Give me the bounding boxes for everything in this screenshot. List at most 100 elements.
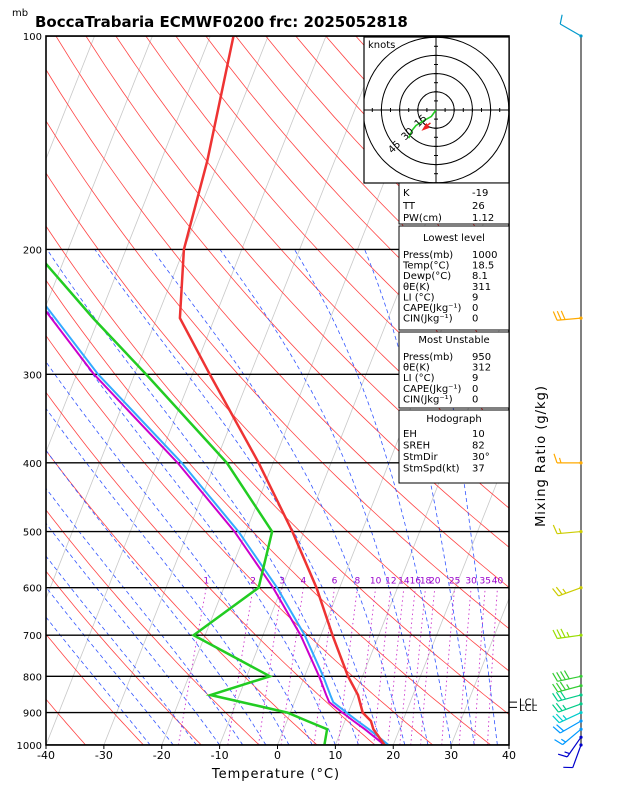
pressure-tick-label: 300 [23,370,42,381]
panel-row-label: EH [403,429,417,440]
lowest-level-header: Lowest level [423,233,485,244]
index-k-label: K [403,188,410,199]
chart-grid [0,36,618,745]
panel-row-value: 311 [472,282,491,293]
wind-barb-flag [560,691,565,699]
mixing-ratio-line [487,588,497,745]
moist-adiabat [0,249,312,745]
wind-barb-dot [579,317,582,320]
wind-barb-dot [579,693,582,696]
wind-barb-half-flag [565,752,570,754]
moist-adiabat [220,249,428,745]
mixing-ratio-label: 3 [279,577,285,587]
wind-barb-flag [555,740,563,745]
mixing-ratio-label: 12 [385,577,396,587]
most-unstable-header: Most Unstable [418,335,489,346]
wind-barb-flag [557,311,561,320]
panel-row-value: 0 [472,314,478,325]
mixing-ratio-label: 14 [398,577,410,587]
index-pw-label: PW(cm) [403,213,442,224]
wind-barb-dot [579,675,582,678]
wind-barb-half-flag [567,632,569,637]
panel-row-value: 9 [472,292,478,303]
wind-barb-flag [564,671,569,679]
wind-barb-half-flag [560,458,562,463]
wind-barb-half-flag [563,715,566,719]
dry-adiabat [0,36,144,745]
panel-row-label: Press(mb) [403,352,453,363]
wind-barb-flag [561,671,566,679]
mixing-ratio-label: 6 [332,577,338,587]
panel-row-label: CAPE(Jkg⁻¹) [403,303,461,314]
mixing-ratio-line [442,588,455,745]
wind-barb-dot [579,711,582,714]
panel-row-label: LI (°C) [403,373,435,384]
x-axis-label: Temperature (°C) [211,767,340,782]
wind-barb-flag [553,525,557,534]
panel-row-label: LI (°C) [403,292,435,303]
wind-barb-flag [561,311,565,320]
pressure-tick-label: 600 [23,584,42,595]
panel-row-label: StmDir [403,452,438,463]
mixing-ratio-label: 2 [250,577,256,587]
mixing-ratio-line [281,588,303,745]
hodograph-units: knots [368,40,395,51]
pressure-tick-label: 700 [23,631,42,642]
isotherm-line [46,36,326,745]
temperature-tick-label: 40 [502,749,516,762]
wind-barb-flag [557,672,562,680]
indices-panel: K -19 TT 26 PW(cm) 1.12 [399,183,509,224]
pressure-tick-label: 900 [23,709,42,720]
dry-adiabat [0,36,86,745]
pressure-tick-label: 400 [23,459,42,470]
panel-row-value: 8.1 [472,271,488,282]
mixing-ratio-label: 10 [370,577,382,587]
wind-barb-flag [557,629,561,637]
wind-barb-dot [579,530,582,533]
wind-barb-half-flag [561,739,565,742]
units-label: mb [12,8,28,19]
moist-adiabat [152,249,405,745]
mixing-ratio-label: 40 [492,577,504,587]
index-k-value: -19 [472,188,488,199]
wind-barb-staff [560,24,581,36]
wind-barb-flag [553,693,558,701]
wind-barb-flag [561,629,565,637]
mixing-ratio-line [259,588,283,745]
wind-barb-flag [560,15,562,24]
wind-barb-flag [560,682,565,690]
isotherm-line [509,36,618,745]
wind-barb-dot [579,586,582,589]
panel-row-label: θE(K) [403,282,430,293]
lcl-label: LCL [519,703,538,714]
pressure-tick-label: 100 [23,32,42,43]
panel-row-label: θE(K) [403,363,430,374]
wind-barb-dot [579,743,582,746]
temperature-tick-label: -10 [211,749,229,762]
panel-row-label: StmSpd(kt) [403,464,460,475]
hodograph-params-header: Hodograph [426,414,481,425]
panel-row-value: 0 [472,394,478,405]
temperature-tick-label: 0 [274,749,281,762]
wind-barb-dot [579,728,582,731]
wind-barb-half-flag [563,705,566,709]
mixing-ratio-label: 30 [465,577,477,587]
panel-row-label: Press(mb) [403,250,453,261]
pressure-tick-label: 500 [23,528,42,539]
mixing-ratio-label: 1 [203,577,209,587]
wind-barb-half-flag [563,589,566,593]
temperature-tick-label: -40 [37,749,55,762]
wind-barb-dot [579,461,582,464]
mixing-ratio-label: 25 [449,577,460,587]
mixing-ratio-label: 20 [429,577,441,587]
panel-row-label: CAPE(Jkg⁻¹) [403,384,461,395]
wind-barb-flag [553,673,558,681]
virtual-parcel-line [0,36,389,745]
wind-barb-flag [558,754,567,757]
wind-barb-flag [553,630,557,638]
